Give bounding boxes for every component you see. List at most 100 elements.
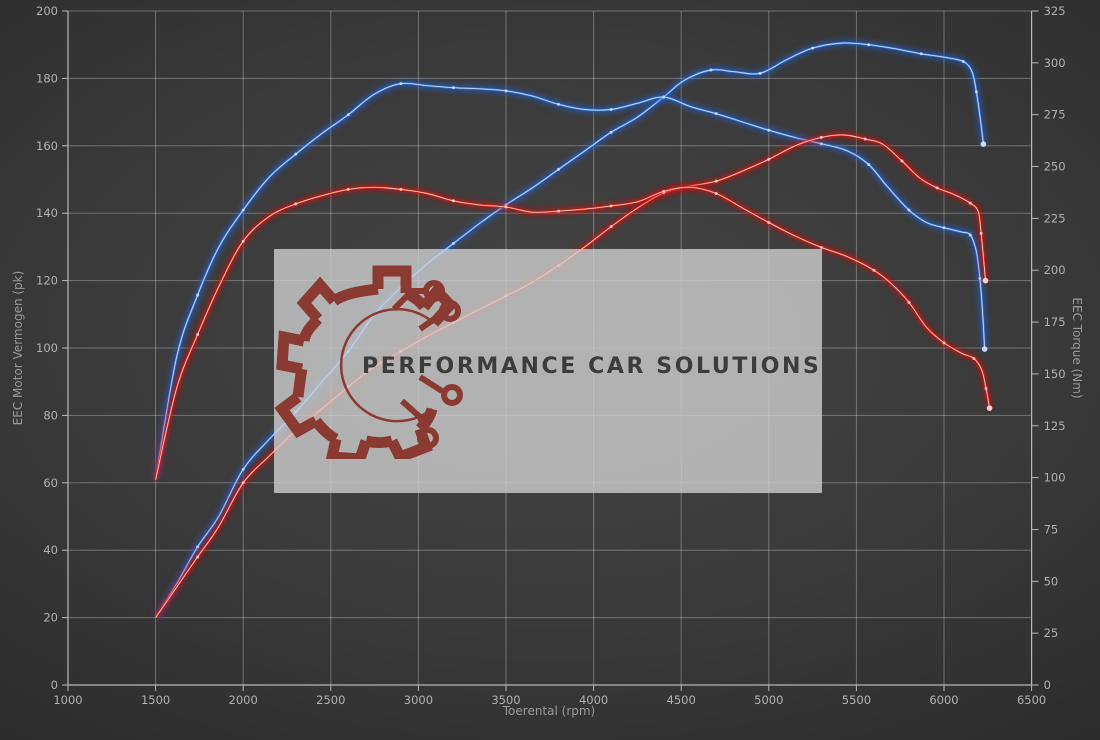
left-tick-label: 60	[43, 476, 58, 490]
right-tick-label: 300	[1044, 56, 1066, 70]
data-point-marker	[609, 108, 613, 112]
curve-end-dot	[986, 405, 993, 411]
data-point-marker	[984, 386, 988, 390]
data-point-marker	[662, 95, 666, 99]
right-tick-label: 200	[1044, 263, 1066, 277]
curve-torque-red	[152, 183, 994, 481]
right-tick-label: 225	[1044, 211, 1066, 225]
right-tick-label: 25	[1044, 626, 1059, 640]
data-point-marker	[241, 481, 245, 485]
data-point-marker	[867, 162, 871, 166]
x-tick-label: 3000	[404, 693, 433, 707]
data-point-marker	[451, 86, 455, 90]
data-point-marker	[662, 189, 666, 193]
data-point-marker	[609, 225, 613, 229]
right-tick-label: 150	[1044, 367, 1066, 381]
data-point-marker	[196, 333, 200, 337]
left-tick-label: 100	[36, 341, 58, 355]
right-axis-title: EEC Torque (Nm)	[1070, 297, 1084, 399]
data-point-marker	[961, 60, 965, 64]
x-tick-label: 4000	[579, 693, 608, 707]
right-tick-label: 250	[1044, 160, 1066, 174]
x-tick-label: 6500	[1017, 693, 1046, 707]
x-tick-label: 1000	[53, 693, 82, 707]
left-axis-title: EEC Motor Vermogen (pk)	[11, 270, 25, 426]
x-tick-label: 1500	[141, 693, 170, 707]
data-point-marker	[504, 205, 508, 209]
watermark-box: PERFORMANCE CAR SOLUTIONS	[274, 249, 822, 493]
axis-ticks: 0204060801001201401601802000255075100125…	[36, 4, 1066, 707]
data-point-marker	[196, 545, 200, 549]
data-point-marker	[867, 43, 871, 47]
gear-circuit-icon	[274, 265, 463, 459]
curve-end-dot	[981, 346, 988, 352]
data-point-marker	[346, 187, 350, 191]
right-tick-label: 175	[1044, 315, 1066, 329]
data-point-marker	[900, 159, 904, 163]
data-point-marker	[504, 89, 508, 93]
data-point-marker	[714, 112, 718, 116]
watermark-text: PERFORMANCE CAR SOLUTIONS	[362, 354, 822, 379]
data-point-marker	[767, 128, 771, 132]
curve-torque-blue	[152, 79, 989, 481]
data-point-marker	[907, 300, 911, 304]
data-point-marker	[819, 135, 823, 139]
data-point-marker	[451, 199, 455, 203]
data-point-marker	[968, 201, 972, 205]
left-tick-label: 80	[43, 408, 58, 422]
right-tick-label: 275	[1044, 108, 1066, 122]
left-tick-label: 140	[36, 206, 58, 220]
data-point-marker	[241, 467, 245, 471]
data-point-marker	[978, 277, 982, 281]
right-tick-label: 125	[1044, 419, 1066, 433]
data-point-marker	[942, 226, 946, 230]
x-tick-label: 3500	[491, 693, 520, 707]
x-tick-label: 4500	[667, 693, 696, 707]
data-point-marker	[714, 191, 718, 195]
data-point-marker	[714, 179, 718, 183]
data-point-marker	[979, 231, 983, 235]
data-point-marker	[819, 245, 823, 249]
data-point-marker	[709, 68, 713, 72]
data-point-marker	[557, 167, 561, 171]
data-point-marker	[557, 209, 561, 213]
curve-end-dot	[982, 277, 989, 284]
left-tick-label: 0	[51, 678, 58, 692]
right-tick-label: 75	[1044, 522, 1059, 536]
data-point-marker	[609, 204, 613, 208]
data-point-marker	[942, 341, 946, 345]
data-point-marker	[819, 142, 823, 146]
x-tick-label: 5000	[754, 693, 783, 707]
data-point-marker	[451, 242, 455, 246]
data-point-marker	[863, 137, 867, 141]
x-axis-title: Toerental (rpm)	[502, 704, 596, 718]
left-tick-label: 160	[36, 139, 58, 153]
data-point-marker	[399, 82, 403, 86]
data-point-marker	[557, 102, 561, 106]
data-point-marker	[294, 202, 298, 206]
data-point-marker	[758, 71, 762, 75]
data-point-marker	[241, 208, 245, 212]
data-point-marker	[767, 221, 771, 225]
x-tick-label: 6000	[929, 693, 958, 707]
right-tick-label: 0	[1044, 678, 1051, 692]
right-tick-label: 325	[1044, 4, 1066, 18]
data-point-marker	[872, 268, 876, 272]
left-tick-label: 180	[36, 71, 58, 85]
x-tick-label: 2500	[316, 693, 345, 707]
data-point-marker	[609, 130, 613, 134]
data-point-marker	[968, 233, 972, 237]
left-tick-label: 20	[43, 611, 58, 625]
data-point-marker	[196, 293, 200, 297]
data-point-marker	[346, 113, 350, 117]
data-point-marker	[919, 52, 923, 56]
x-tick-label: 5500	[842, 693, 871, 707]
x-tick-label: 2000	[229, 693, 258, 707]
data-point-marker	[241, 239, 245, 243]
data-point-marker	[767, 157, 771, 161]
data-point-marker	[974, 90, 978, 94]
data-point-marker	[907, 208, 911, 212]
right-tick-label: 50	[1044, 574, 1059, 588]
curve-end-dot	[980, 141, 987, 147]
